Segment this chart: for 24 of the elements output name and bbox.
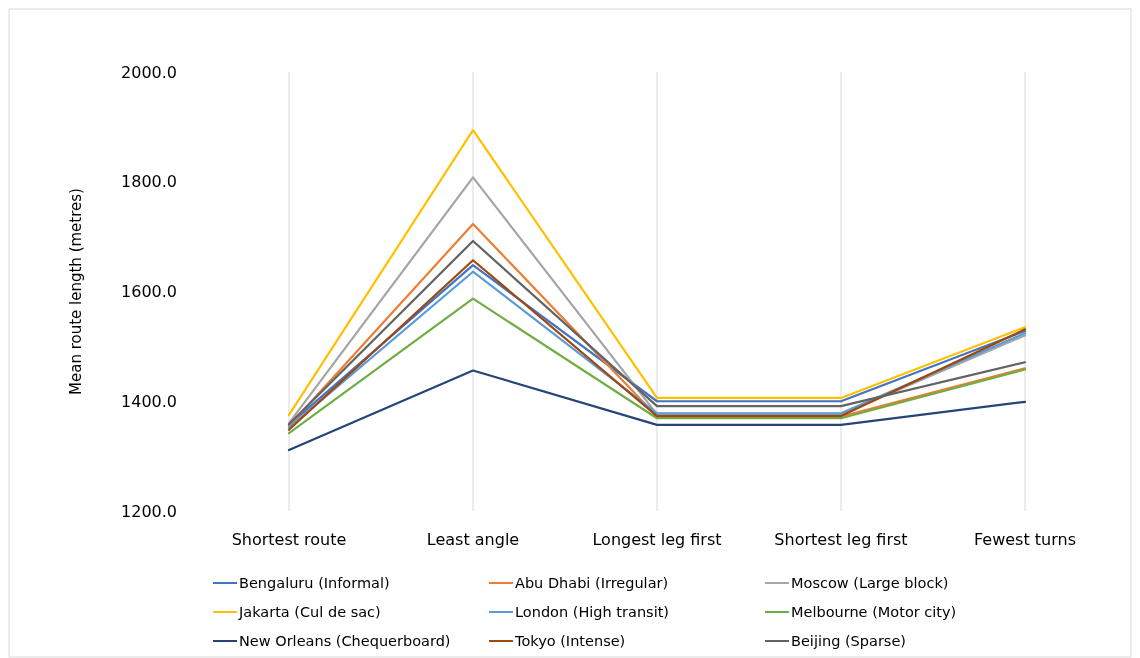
y-tick-label: 1200.0 xyxy=(121,501,177,521)
line-series xyxy=(287,369,1027,452)
legend-label: Abu Dhabi (Irregular) xyxy=(515,575,669,592)
y-tick-label: 1400.0 xyxy=(121,391,177,411)
legend-label: New Orleans (Chequerboard) xyxy=(239,633,451,650)
legend-label: Melbourne (Motor city) xyxy=(791,604,957,621)
x-tick-label: Shortest leg first xyxy=(774,530,908,549)
line-series xyxy=(287,176,1027,425)
y-tick-label: 2000.0 xyxy=(121,62,177,82)
legend-label: Bengaluru (Informal) xyxy=(239,575,390,592)
line-series xyxy=(287,129,1027,417)
x-tick-label: Shortest route xyxy=(231,530,347,549)
legend-label: London (High transit) xyxy=(515,604,669,621)
x-tick-label: Least angle xyxy=(426,530,520,549)
legend-label: Moscow (Large block) xyxy=(791,575,949,592)
legend-label: Jakarta (Cul de sac) xyxy=(238,604,381,621)
y-tick-label: 1800.0 xyxy=(121,172,177,192)
legend-label: Beijing (Sparse) xyxy=(791,633,907,650)
y-tick-label: 1600.0 xyxy=(121,282,177,302)
y-axis-title: Mean route length (metres) xyxy=(67,188,85,395)
x-tick-label: Fewest turns xyxy=(974,530,1076,549)
line-series xyxy=(287,297,1027,435)
legend-label: Tokyo (Intense) xyxy=(514,633,626,650)
x-tick-label: Longest leg first xyxy=(592,530,722,549)
